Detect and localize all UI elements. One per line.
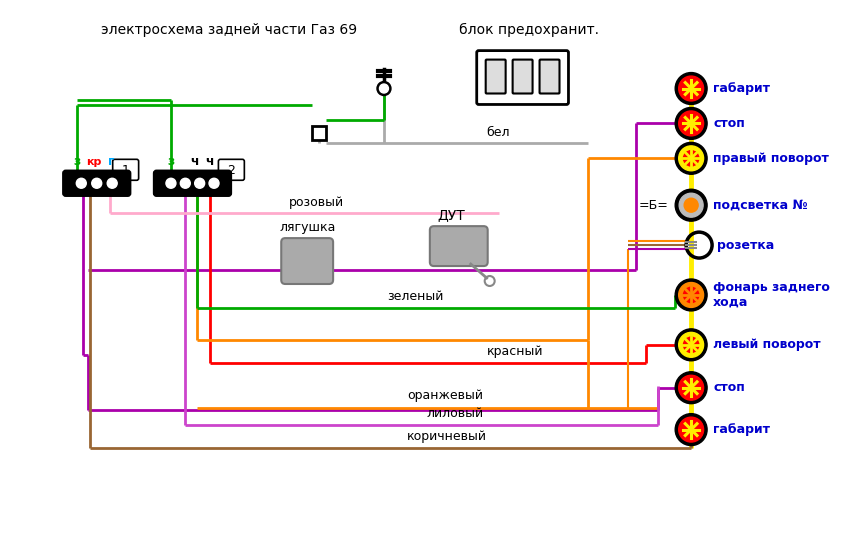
Circle shape xyxy=(684,151,699,166)
Text: красный: красный xyxy=(486,345,543,358)
FancyBboxPatch shape xyxy=(486,59,505,94)
Text: ДУТ: ДУТ xyxy=(437,208,465,222)
Circle shape xyxy=(679,193,703,217)
Text: левый поворот: левый поворот xyxy=(713,338,821,351)
Text: з: з xyxy=(167,155,174,169)
Text: зеленый: зеленый xyxy=(387,290,443,303)
Text: стоп: стоп xyxy=(713,381,745,394)
FancyBboxPatch shape xyxy=(113,160,139,180)
Circle shape xyxy=(678,76,703,101)
Text: =Б=: =Б= xyxy=(638,199,668,212)
FancyBboxPatch shape xyxy=(219,160,245,180)
Text: ч: ч xyxy=(190,155,199,169)
Text: г: г xyxy=(108,155,114,169)
Circle shape xyxy=(675,142,707,174)
Circle shape xyxy=(380,84,388,93)
FancyBboxPatch shape xyxy=(155,171,231,195)
Circle shape xyxy=(77,178,86,188)
Circle shape xyxy=(166,178,176,188)
Text: габарит: габарит xyxy=(713,82,770,95)
Bar xyxy=(313,127,326,141)
Circle shape xyxy=(675,108,707,139)
Circle shape xyxy=(108,178,117,188)
Text: блок предохранит.: блок предохранит. xyxy=(459,23,598,37)
Circle shape xyxy=(675,189,707,221)
Circle shape xyxy=(678,375,703,400)
FancyBboxPatch shape xyxy=(540,59,560,94)
Text: коричневый: коричневый xyxy=(407,430,487,442)
Circle shape xyxy=(678,146,703,171)
Circle shape xyxy=(684,287,699,302)
Text: правый поворот: правый поворот xyxy=(713,152,829,165)
Circle shape xyxy=(675,279,707,311)
Text: стоп: стоп xyxy=(713,117,745,130)
Circle shape xyxy=(92,178,102,188)
Circle shape xyxy=(675,73,707,105)
FancyBboxPatch shape xyxy=(430,226,487,266)
Circle shape xyxy=(678,282,703,307)
Text: кр: кр xyxy=(86,157,102,167)
Circle shape xyxy=(678,417,703,442)
Text: 1: 1 xyxy=(121,164,130,177)
Circle shape xyxy=(675,414,707,446)
Text: лиловый: лиловый xyxy=(427,407,484,419)
FancyBboxPatch shape xyxy=(64,171,130,195)
Text: электросхема задней части Газ 69: электросхема задней части Газ 69 xyxy=(102,23,357,37)
Circle shape xyxy=(377,82,391,96)
Text: ч: ч xyxy=(205,155,214,169)
Circle shape xyxy=(209,178,219,188)
Text: розетка: розетка xyxy=(717,239,774,251)
Text: оранжевый: оранжевый xyxy=(407,389,483,402)
Text: бел: бел xyxy=(486,127,511,139)
Circle shape xyxy=(684,337,699,352)
Text: габарит: габарит xyxy=(713,423,770,436)
Text: розовый: розовый xyxy=(289,196,344,209)
FancyBboxPatch shape xyxy=(512,59,533,94)
Circle shape xyxy=(675,329,707,361)
Text: фонарь заднего
хода: фонарь заднего хода xyxy=(713,281,830,309)
Circle shape xyxy=(675,372,707,404)
Circle shape xyxy=(180,178,190,188)
Text: з: з xyxy=(73,155,80,169)
Text: лягушка: лягушка xyxy=(279,221,336,234)
Text: подсветка №: подсветка № xyxy=(713,199,808,212)
Circle shape xyxy=(678,111,703,136)
Text: 2: 2 xyxy=(227,164,235,177)
Circle shape xyxy=(195,178,205,188)
FancyBboxPatch shape xyxy=(282,238,333,284)
Circle shape xyxy=(684,198,698,212)
Circle shape xyxy=(678,333,703,357)
FancyBboxPatch shape xyxy=(477,50,568,105)
